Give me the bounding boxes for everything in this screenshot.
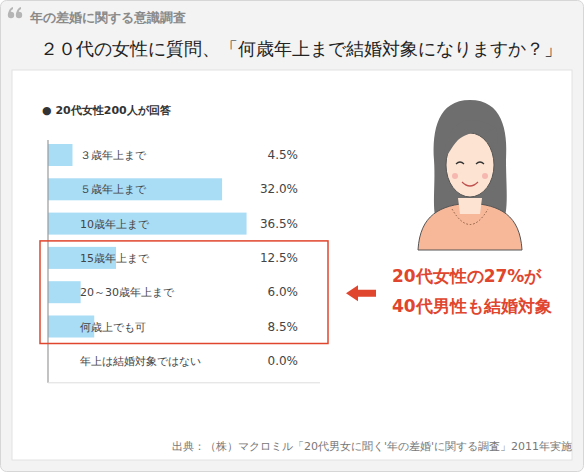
category-label: ３歳年上まで — [80, 149, 147, 162]
title: ２０代の女性に質問、「何歳年上まで結婚対象になりますか？」 — [40, 38, 562, 59]
arrow — [346, 285, 376, 301]
annotation: 40代男性も結婚対象 — [392, 296, 552, 316]
subtitle: 年の差婚に関する意識調査 — [29, 10, 186, 25]
source: 出典：（株）マクロミル「20代男女に聞く'年の差婚'に関する調査」2011年実施 — [172, 440, 572, 453]
category-label: 年上は結婚対象ではない — [80, 355, 201, 368]
neck — [458, 198, 482, 214]
x-axis — [48, 382, 320, 383]
note: ● 20代女性200人が回答 — [42, 104, 172, 117]
labels: ３歳年上まで 4.5% ５歳年上まで 32.0% 10歳年上まで 36.5% 15歳年上まで… — [80, 148, 298, 368]
data-label: 8.5% — [268, 320, 299, 334]
illustration — [418, 100, 522, 250]
hair-front — [444, 120, 496, 160]
category-label: 20～30歳年上まで — [80, 286, 175, 299]
category-label: ５歳年上まで — [80, 183, 147, 196]
panel — [12, 70, 572, 460]
data-label: 4.5% — [268, 148, 299, 162]
quote-tail — [8, 7, 13, 14]
cheek — [482, 173, 488, 179]
chart-root: 年の差婚に関する意識調査 ２０代の女性に質問、「何歳年上まで結婚対象になりますか？… — [0, 0, 584, 472]
cheek — [452, 173, 458, 179]
card — [1, 1, 584, 472]
hair-side — [484, 128, 498, 160]
y-axis — [47, 140, 48, 383]
annotation: 20代女性の27%が — [392, 266, 542, 286]
data-label: 6.0% — [268, 285, 299, 299]
eye — [456, 162, 464, 164]
bar — [48, 144, 72, 166]
data-label: 0.0% — [268, 354, 299, 368]
quote-icon — [8, 7, 22, 18]
data-label: 12.5% — [260, 251, 298, 265]
bar — [48, 178, 222, 200]
highlight-box — [40, 241, 328, 344]
necklace — [452, 209, 488, 225]
category-label: 何歳上でも可 — [80, 321, 146, 334]
quote-tail — [16, 7, 21, 14]
category-label: 15歳年上まで — [80, 252, 150, 265]
category-label: 10歳年上まで — [80, 218, 150, 231]
data-label: 32.0% — [260, 182, 298, 196]
bar — [48, 281, 81, 303]
eye — [476, 162, 484, 164]
data-label: 36.5% — [260, 217, 298, 231]
mouth — [462, 182, 478, 186]
bar — [48, 213, 247, 235]
